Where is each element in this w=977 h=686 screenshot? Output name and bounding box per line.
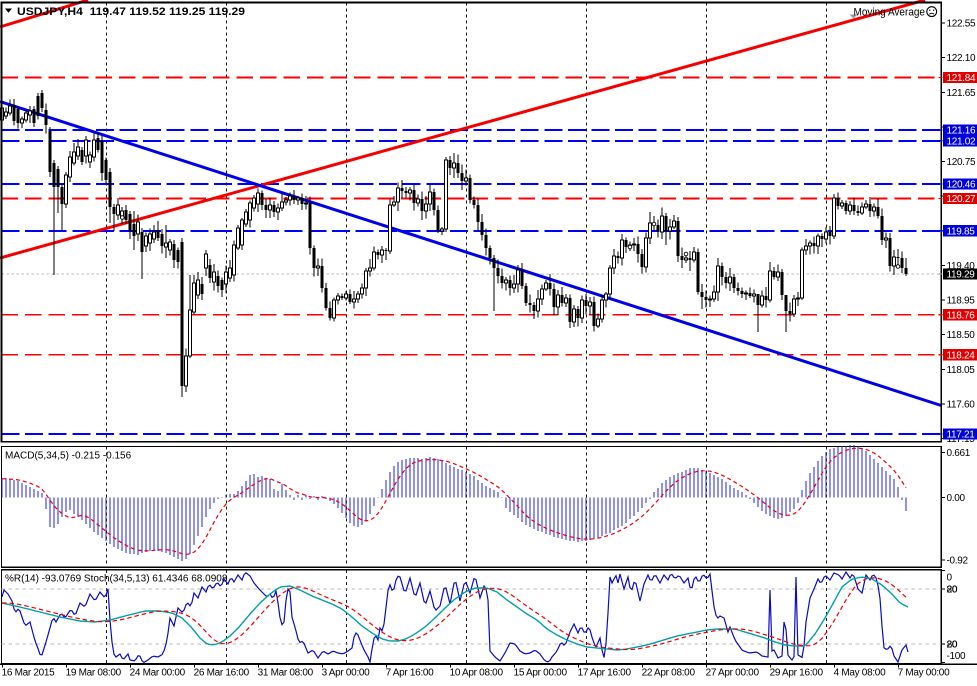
svg-text:17 Apr 16:00: 17 Apr 16:00 [578, 668, 632, 679]
svg-text:19 Mar 08:00: 19 Mar 08:00 [66, 668, 122, 679]
svg-text:118.24: 118.24 [947, 350, 976, 361]
svg-text:3 Apr 00:00: 3 Apr 00:00 [322, 668, 371, 679]
svg-text:20: 20 [947, 585, 958, 596]
svg-text:121.02: 121.02 [947, 136, 977, 147]
svg-text:0: 0 [947, 572, 953, 583]
svg-text:122.10: 122.10 [947, 53, 977, 64]
svg-text:120.27: 120.27 [947, 194, 977, 205]
svg-text:16 Mar 2015: 16 Mar 2015 [2, 668, 56, 679]
svg-text:MACD(5,34,5) -0.215 -0.156: MACD(5,34,5) -0.215 -0.156 [5, 450, 132, 461]
svg-text:7 May 00:00: 7 May 00:00 [898, 668, 950, 679]
svg-text:121.16: 121.16 [947, 126, 977, 137]
svg-text:119.85: 119.85 [947, 226, 976, 237]
svg-text:80: 80 [947, 640, 958, 651]
svg-text:118.05: 118.05 [947, 365, 976, 376]
svg-text:24 Mar 00:00: 24 Mar 00:00 [130, 668, 186, 679]
svg-text:USDJPY,H4 119.47 119.52 119.2: USDJPY,H4 119.47 119.52 119.25 119.29 [17, 6, 245, 18]
svg-text:4 May 08:00: 4 May 08:00 [834, 668, 886, 679]
svg-text:Moving Average: Moving Average [854, 7, 926, 19]
svg-text:-0.92: -0.92 [947, 556, 969, 567]
svg-text:119.29: 119.29 [947, 270, 976, 281]
svg-text:29 Apr 16:00: 29 Apr 16:00 [770, 668, 824, 679]
svg-text:15 Apr 00:00: 15 Apr 00:00 [514, 668, 568, 679]
svg-text:120.75: 120.75 [947, 157, 977, 168]
svg-text:118.50: 118.50 [947, 330, 976, 341]
svg-text:0.661: 0.661 [947, 448, 971, 459]
svg-text:119.40: 119.40 [947, 261, 976, 272]
svg-text:117.21: 117.21 [947, 430, 976, 441]
svg-text:0.00: 0.00 [947, 493, 966, 504]
svg-text:26 Mar 16:00: 26 Mar 16:00 [194, 668, 250, 679]
svg-text:118.76: 118.76 [947, 310, 976, 321]
svg-text:20: 20 [947, 640, 958, 651]
svg-text:7 Apr 16:00: 7 Apr 16:00 [386, 668, 435, 679]
svg-text:27 Apr 00:00: 27 Apr 00:00 [706, 668, 760, 679]
svg-text:80: 80 [947, 585, 958, 596]
svg-text:%R(14) -93.0769 Stoch(34,5,13: %R(14) -93.0769 Stoch(34,5,13) 61.4346 6… [5, 574, 228, 585]
svg-text:121.65: 121.65 [947, 88, 977, 99]
svg-text:22 Apr 08:00: 22 Apr 08:00 [642, 668, 696, 679]
svg-text:120.46: 120.46 [947, 180, 977, 191]
svg-text:-100: -100 [947, 651, 967, 662]
svg-text:118.95: 118.95 [947, 296, 976, 307]
svg-text:121.84: 121.84 [947, 73, 977, 84]
svg-text:31 Mar 08:00: 31 Mar 08:00 [258, 668, 314, 679]
svg-text:122.55: 122.55 [947, 19, 977, 30]
svg-text:10 Apr 08:00: 10 Apr 08:00 [450, 668, 504, 679]
svg-text:117.60: 117.60 [947, 400, 976, 411]
